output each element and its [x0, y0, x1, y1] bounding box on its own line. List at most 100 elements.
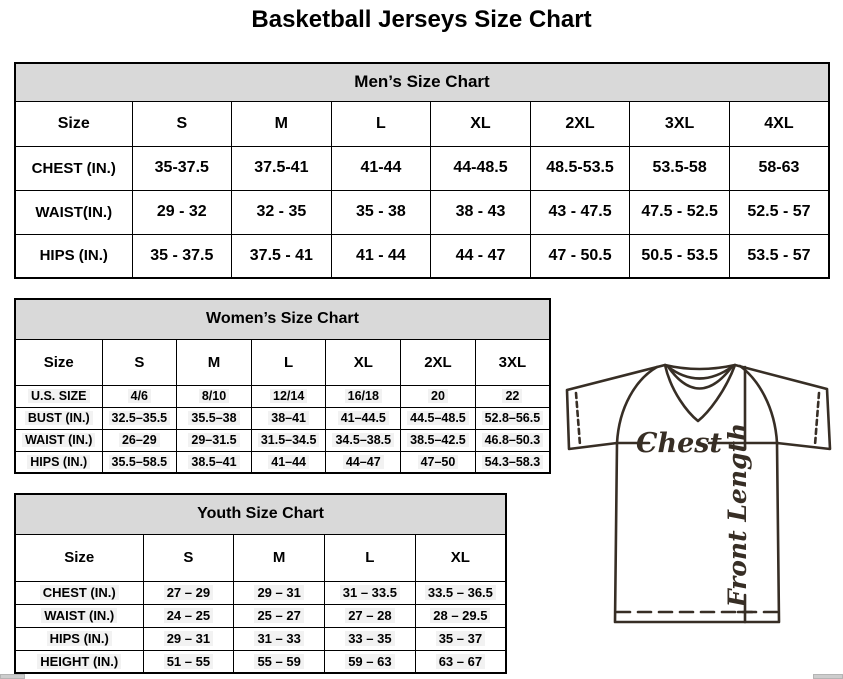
column-header-text: L [365, 549, 375, 566]
right-cuff-stitch [813, 391, 821, 447]
size-cell-text: 29–31.5 [188, 433, 240, 447]
size-cell: 38 - 43 [430, 189, 531, 235]
size-cell: 35-37.5 [131, 145, 233, 191]
row-label-text: U.S. SIZE [27, 389, 90, 403]
size-cell: 31.5–34.5 [250, 428, 327, 452]
column-header-text: L [284, 353, 294, 371]
size-cell: 29 – 31 [142, 626, 235, 651]
size-cell-text: 20 [428, 389, 448, 403]
row-label-text: BUST (IN.) [24, 411, 93, 425]
size-cell: 53.5 - 57 [728, 233, 830, 279]
table-row: BUST (IN.) 32.5–35.5 35.5–38 38–41 41–44.5 44… [14, 406, 551, 430]
size-cell: 44.5–48.5 [400, 406, 476, 430]
size-cell-text: 47.5 - 52.5 [641, 203, 718, 220]
front-length-label: Front Length [723, 423, 752, 608]
size-cell: 46.8–50.3 [474, 428, 551, 452]
size-cell: 31 – 33.5 [324, 580, 416, 605]
size-cell: 63 – 67 [414, 649, 507, 674]
column-header-text: M [272, 549, 286, 566]
size-cell-text: 37.5 - 41 [249, 246, 313, 264]
size-cell: 35 - 38 [330, 189, 432, 235]
size-cell: 12/14 [250, 384, 327, 408]
row-label-text: HIPS (IN.) [39, 247, 108, 265]
column-header: S [142, 533, 235, 582]
size-cell: 28 – 29.5 [414, 603, 507, 628]
table-title-row: Men’s Size Chart [14, 62, 830, 102]
size-cell: 38.5–41 [176, 450, 252, 474]
size-cell-text: 8/10 [198, 389, 230, 403]
row-label-text: WAIST (IN.) [22, 433, 96, 447]
size-cell-text: 38.5–41 [188, 454, 240, 469]
size-cell-text: 32 - 35 [256, 203, 307, 220]
table-title: Women’s Size Chart [14, 298, 551, 340]
size-cell-text: 16/18 [344, 389, 382, 403]
size-cell-text: 54.3–58.3 [481, 454, 544, 469]
size-cell-text: 27 – 28 [345, 608, 395, 623]
column-header: M [231, 100, 332, 147]
column-header-text: S [176, 114, 188, 132]
column-header-text: L [376, 114, 386, 132]
table-title-text: Women’s Size Chart [206, 310, 359, 328]
size-cell-text: 32.5–35.5 [108, 411, 171, 425]
size-cell: 20 [400, 384, 476, 408]
size-cell-text: 48.5-53.5 [546, 159, 614, 176]
size-cell: 44 - 47 [430, 233, 531, 279]
table-title: Men’s Size Chart [14, 62, 830, 102]
row-label-text: HIPS (IN.) [27, 454, 91, 469]
size-cell: 37.5 - 41 [231, 233, 332, 279]
size-cell-text: 51 – 55 [163, 653, 214, 669]
row-label-text: HIPS (IN.) [46, 631, 112, 646]
jersey-outline [565, 363, 832, 624]
size-cell: 47 - 50.5 [529, 233, 631, 279]
row-label: BUST (IN.) [14, 406, 103, 430]
size-cell-text: 53.5-58 [652, 159, 707, 176]
row-label: WAIST (IN.) [14, 428, 103, 452]
size-cell-text: 44-48.5 [453, 159, 508, 176]
size-cell: 22 [474, 384, 551, 408]
row-label: CHEST (IN.) [14, 580, 144, 605]
chest-label: Chest [636, 428, 722, 459]
size-cell: 44–47 [325, 450, 402, 474]
size-cell: 27 – 29 [142, 580, 235, 605]
size-cell-text: 50.5 - 53.5 [641, 246, 718, 264]
size-cell-text: 44–47 [342, 454, 384, 469]
table-title-text: Youth Size Chart [197, 505, 324, 523]
column-header-text: XL [353, 353, 373, 371]
column-header: XL [325, 338, 402, 386]
row-label-text: HEIGHT (IN.) [37, 653, 122, 669]
size-cell-text: 35 - 38 [356, 203, 406, 220]
size-cell: 27 – 28 [324, 603, 416, 628]
column-header-row: Size S M L XL [14, 533, 507, 582]
column-header: L [330, 100, 432, 147]
column-header: L [250, 338, 327, 386]
size-cell-text: 31 – 33.5 [339, 585, 400, 600]
horizontal-scrollbar-fragment-left[interactable] [0, 674, 25, 679]
column-header-text: M [274, 114, 288, 132]
size-cell: 29 – 31 [233, 580, 325, 605]
size-cell: 50.5 - 53.5 [629, 233, 730, 279]
column-header-text: 3XL [498, 353, 527, 371]
column-header-text: S [134, 353, 145, 371]
column-header-text: 2XL [565, 114, 595, 132]
mens-size-table: Men’s Size Chart Size S M L XL 2XL 3XL 4XL CHEST … [14, 62, 830, 279]
size-cell-text: 46.8–50.3 [481, 433, 544, 447]
row-label: U.S. SIZE [14, 384, 103, 408]
size-cell-text: 59 – 63 [345, 653, 395, 669]
row-label: CHEST (IN.) [14, 145, 133, 191]
size-cell: 33.5 – 36.5 [414, 580, 507, 605]
jersey-diagram: Chest Front Length [565, 363, 832, 624]
row-label-text: WAIST (IN.) [41, 608, 118, 623]
size-cell-text: 22 [502, 389, 523, 403]
column-header-row: Size S M L XL 2XL 3XL [14, 338, 551, 386]
table-title-row: Women’s Size Chart [14, 298, 551, 340]
table-title-row: Youth Size Chart [14, 493, 507, 535]
size-cell: 32.5–35.5 [101, 406, 178, 430]
size-cell: 54.3–58.3 [474, 450, 551, 474]
size-cell: 37.5-41 [231, 145, 332, 191]
column-header-text: S [183, 549, 194, 566]
size-cell: 47.5 - 52.5 [629, 189, 730, 235]
size-cell: 35.5–38 [176, 406, 252, 430]
horizontal-scrollbar-fragment-right[interactable] [813, 674, 843, 679]
size-cell-text: 37.5-41 [254, 159, 309, 176]
column-header-row: Size S M L XL 2XL 3XL 4XL [14, 100, 830, 147]
